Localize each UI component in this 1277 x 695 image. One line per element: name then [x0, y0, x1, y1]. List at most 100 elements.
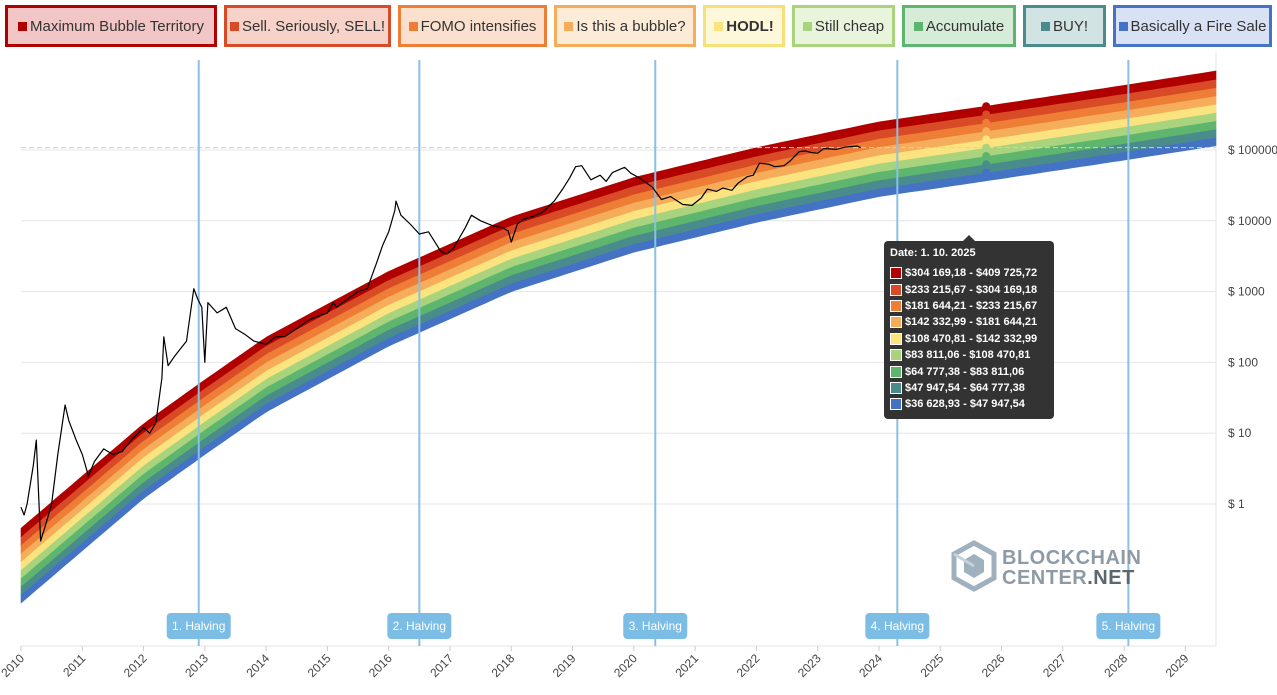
halving-label: 4. Halving [871, 619, 924, 633]
y-tick-label: $ 1000 [1228, 285, 1265, 299]
halving-label: 3. Halving [629, 619, 682, 633]
legend-item[interactable]: Basically a Fire Sale [1113, 5, 1272, 47]
y-axis-ticks: $ 1 $ 10 $ 100 $ 1000 $ 10000 $ 100000 [1228, 143, 1277, 511]
halving-label-box [865, 613, 930, 639]
legend-swatch [714, 21, 724, 31]
cube-logo-icon [951, 540, 997, 592]
legend-item[interactable]: Accumulate [902, 5, 1016, 47]
rainbow-chart: 1. Halving 2. Halving 3. Halving 4. Halving… [0, 52, 1277, 680]
legend-label: Sell. Seriously, SELL! [241, 17, 386, 35]
legend-item[interactable]: Is this a bubble? [554, 5, 696, 47]
tooltip-row: $304 169,18 - $409 725,72 [890, 265, 1048, 281]
x-tick-label: 2029 [1163, 651, 1192, 680]
tooltip-row: $233 215,67 - $304 169,18 [890, 281, 1048, 297]
legend-swatch [229, 21, 239, 31]
x-tick-label: 2027 [1040, 651, 1069, 680]
tooltip-row: $181 644,21 - $233 215,67 [890, 298, 1048, 314]
x-tick-label: 2015 [305, 651, 334, 680]
x-tick-label: 2016 [366, 651, 395, 680]
x-tick-label: 2019 [550, 651, 579, 680]
tooltip-range: $64 777,38 - $83 811,06 [905, 365, 1025, 378]
tooltip-swatch [890, 267, 902, 280]
tooltip-swatch [890, 398, 902, 411]
x-tick-label: 2018 [489, 651, 518, 680]
tooltip-row: $64 777,38 - $83 811,06 [890, 363, 1048, 379]
x-tick-label: 2021 [672, 651, 701, 680]
tooltip-range: $83 811,06 - $108 470,81 [905, 349, 1031, 362]
legend-swatch [802, 21, 812, 31]
price-line [20, 145, 861, 542]
x-tick-label: 2014 [243, 651, 272, 680]
legend-label: Is this a bubble? [576, 17, 686, 35]
legend-swatch [913, 21, 923, 31]
tooltip-range: $181 644,21 - $233 215,67 [905, 299, 1038, 312]
tooltip-row: $36 628,93 - $47 947,54 [890, 396, 1048, 412]
rainbow-bands [20, 70, 1217, 604]
tooltip: Date: 1. 10. 2025 $304 169,18 - $409 725… [884, 235, 1054, 419]
x-tick-label: 2026 [979, 651, 1008, 680]
legend-item[interactable]: Maximum Bubble Territory [5, 5, 217, 47]
tooltip-range: $36 628,93 - $47 947,54 [905, 398, 1025, 411]
tooltip-swatch [890, 299, 902, 312]
y-tick-label: $ 10 [1228, 426, 1252, 440]
watermark-line2-suffix: .NET [1087, 567, 1135, 589]
watermark-line2-main: CENTER [1002, 567, 1088, 589]
halving-label: 5. Halving [1102, 619, 1155, 633]
halving-label-box [166, 613, 231, 639]
tooltip-row: $142 332,99 - $181 644,21 [890, 314, 1048, 330]
legend-swatch [18, 21, 28, 31]
band-hover-marker [982, 127, 991, 136]
legend-item[interactable]: BUY! [1023, 5, 1106, 47]
x-tick-label: 2022 [734, 651, 763, 680]
tooltip-swatch [890, 349, 902, 362]
watermark-line1: BLOCKCHAIN [1002, 547, 1142, 569]
band-hover-marker [982, 102, 991, 111]
x-tick-label: 2020 [611, 651, 640, 680]
tooltip-title: Date: 1. 10. 2025 [890, 247, 976, 259]
x-axis-ticks: 2010 2011 2012 2013 2014 2015 2016 2017 2018 2019… [0, 646, 1192, 680]
rainbow-band [20, 70, 1217, 538]
legend-label: HODL! [726, 17, 774, 35]
blockchaincenter-logo: BLOCKCHAIN CENTER.NET [950, 540, 1155, 594]
legend-swatch [1040, 21, 1050, 31]
legend-item[interactable]: Still cheap [792, 5, 895, 47]
x-tick-label: 2024 [856, 651, 885, 680]
legend-label: Basically a Fire Sale [1130, 17, 1267, 35]
x-tick-label: 2023 [795, 651, 824, 680]
legend-swatch [564, 21, 574, 31]
legend-label: BUY! [1052, 17, 1088, 35]
legend-item[interactable]: Sell. Seriously, SELL! [224, 5, 391, 47]
tooltip-range: $142 332,99 - $181 644,21 [905, 316, 1038, 329]
tooltip-rows: $304 169,18 - $409 725,72 $233 215,67 - $… [890, 265, 1048, 413]
y-tick-label: $ 100000 [1228, 143, 1277, 157]
tooltip-swatch [890, 332, 902, 345]
tooltip-swatch [890, 365, 902, 378]
legend-swatch [408, 21, 418, 31]
legend-item[interactable]: HODL! [703, 5, 785, 47]
y-tick-label: $ 10000 [1228, 214, 1272, 228]
x-tick-label: 2012 [121, 651, 150, 680]
legend-swatch [1118, 21, 1128, 31]
legend-label: FOMO intensifies [420, 17, 537, 35]
legend: Maximum Bubble Territory Sell. Seriously,… [0, 0, 1277, 52]
tooltip-range: $47 947,54 - $64 777,38 [905, 381, 1025, 394]
x-tick-label: 2025 [918, 651, 947, 680]
band-hover-marker [982, 151, 991, 160]
tooltip-range: $233 215,67 - $304 169,18 [905, 283, 1038, 296]
band-hover-marker [982, 118, 991, 127]
halving-label: 2. Halving [393, 619, 446, 633]
hover-markers [982, 102, 991, 177]
tooltip-swatch [890, 381, 902, 394]
halving-label-box [1096, 613, 1161, 639]
halving-lines: 1. Halving 2. Halving 3. Halving 4. Halving… [166, 60, 1161, 646]
tooltip-row: $83 811,06 - $108 470,81 [890, 347, 1048, 363]
band-hover-marker [982, 168, 991, 177]
watermark-text: BLOCKCHAIN CENTER.NET [1002, 548, 1141, 588]
band-hover-marker [982, 110, 991, 119]
legend-label: Maximum Bubble Territory [30, 17, 204, 35]
x-tick-label: 2011 [60, 651, 88, 679]
legend-item[interactable]: FOMO intensifies [398, 5, 547, 47]
legend-label: Still cheap [814, 17, 885, 35]
x-tick-label: 2013 [182, 651, 211, 680]
tooltip-swatch [890, 316, 902, 329]
